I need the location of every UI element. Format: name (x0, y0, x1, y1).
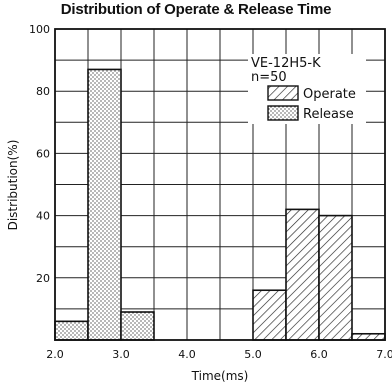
y-tick-label: 40 (36, 210, 50, 223)
x-tick-label: 7.0 (376, 348, 392, 361)
y-tick-label: 20 (36, 272, 50, 285)
y-tick-label: 60 (36, 147, 50, 160)
bars (54, 68, 386, 341)
sample-size-annotation: n=50 (251, 70, 287, 85)
plot-frame (54, 28, 386, 341)
x-axis-label: Time(ms) (191, 369, 249, 383)
x-tick-label: 3.0 (112, 348, 130, 361)
operate-bar (285, 208, 320, 341)
chart-title: Distribution of Operate & Release Time (60, 1, 332, 18)
legend-swatch-operate (267, 85, 299, 101)
legend: VE-12H5-Kn=50 Operate Release (248, 54, 366, 124)
operate-bar (318, 214, 353, 341)
legend-label-operate: Operate (303, 87, 356, 102)
x-tick-label: 4.0 (178, 348, 196, 361)
legend-swatch-release (267, 105, 299, 121)
y-tick-label: 100 (29, 23, 50, 36)
x-tick-label: 2.0 (46, 348, 64, 361)
model-annotation: VE-12H5-K (251, 56, 321, 71)
operate-bar (252, 289, 287, 341)
release-bar (120, 311, 155, 341)
y-axis-label: Distribution(%) (6, 140, 20, 231)
operate-bar (351, 332, 386, 341)
x-tick-label: 6.0 (310, 348, 328, 361)
legend-label-release: Release (303, 107, 354, 122)
release-bar (87, 68, 122, 341)
x-tick-label: 5.0 (244, 348, 262, 361)
y-tick-label: 80 (36, 85, 50, 98)
release-bar (54, 320, 89, 341)
tick-labels: 2.0 3.0 4.0 5.0 6.0 7.0 20 40 60 80 100 (29, 23, 392, 361)
plot-border (54, 28, 386, 341)
